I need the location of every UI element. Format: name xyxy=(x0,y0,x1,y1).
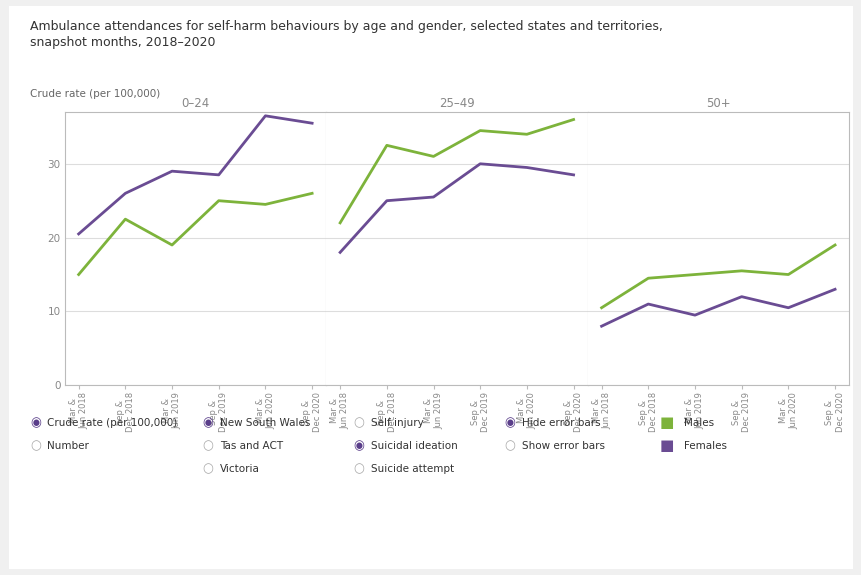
Text: ■: ■ xyxy=(659,415,673,430)
Text: Ambulance attendances for self-harm behaviours by age and gender, selected state: Ambulance attendances for self-harm beha… xyxy=(30,20,662,33)
Text: ■: ■ xyxy=(659,438,673,453)
Title: 25–49: 25–49 xyxy=(438,97,474,110)
Title: 50+: 50+ xyxy=(705,97,730,110)
Title: 0–24: 0–24 xyxy=(181,97,209,110)
Text: ◉: ◉ xyxy=(353,439,364,452)
Text: ○: ○ xyxy=(504,439,515,452)
Text: Show error bars: Show error bars xyxy=(521,440,604,451)
Text: Self injury: Self injury xyxy=(370,417,423,428)
Text: ○: ○ xyxy=(30,439,41,452)
Text: Crude rate (per 100,000): Crude rate (per 100,000) xyxy=(30,89,160,99)
Text: Hide error bars: Hide error bars xyxy=(521,417,599,428)
Text: snapshot months, 2018–2020: snapshot months, 2018–2020 xyxy=(30,36,215,49)
Text: Tas and ACT: Tas and ACT xyxy=(220,440,282,451)
Text: Males: Males xyxy=(683,417,713,428)
Text: ○: ○ xyxy=(353,416,364,429)
Text: Crude rate (per 100,000): Crude rate (per 100,000) xyxy=(47,417,177,428)
Text: ○: ○ xyxy=(202,439,214,452)
Text: ○: ○ xyxy=(202,462,214,475)
Text: Suicidal ideation: Suicidal ideation xyxy=(370,440,457,451)
Text: ○: ○ xyxy=(353,462,364,475)
Text: ◉: ◉ xyxy=(202,416,214,429)
Text: New South Wales: New South Wales xyxy=(220,417,310,428)
Text: Number: Number xyxy=(47,440,90,451)
Text: Females: Females xyxy=(683,440,726,451)
Text: Victoria: Victoria xyxy=(220,463,259,474)
Text: ◉: ◉ xyxy=(30,416,41,429)
Text: Suicide attempt: Suicide attempt xyxy=(370,463,453,474)
Text: ◉: ◉ xyxy=(504,416,515,429)
